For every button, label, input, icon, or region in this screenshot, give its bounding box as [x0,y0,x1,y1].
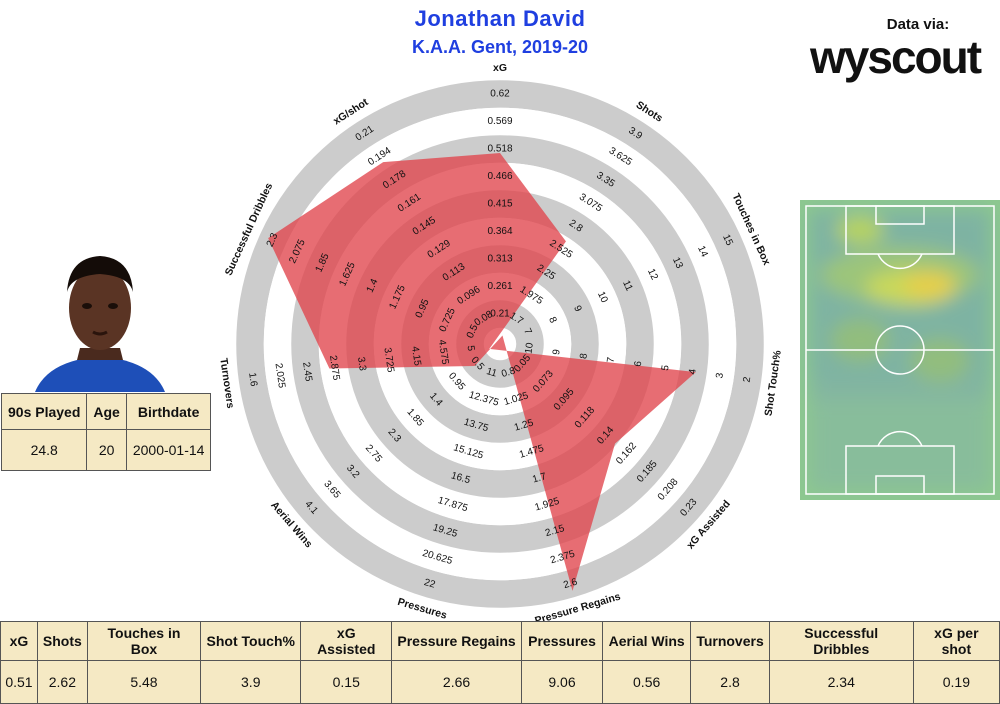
radar-tick-label: 5 [464,345,476,353]
stats-table-header-1: Shots [36,621,88,661]
radar-tick-label: 4.575 [436,339,451,366]
stats-table-cell-6: 9.06 [521,660,603,704]
radar-tick-label: 1.4 [365,277,381,295]
radar-tick-label: 9 [551,348,563,356]
stats-table-header-0: xG [0,621,38,661]
radar-tick-label: 4.15 [409,346,423,367]
radar-tick-label: 1.6 [246,372,259,388]
player-table-cell-1: 20 [86,429,127,471]
radar-tick-label: 15 [720,233,735,248]
radar-tick-label: 0.518 [487,144,512,155]
stats-table-cell-0: 0.51 [0,660,38,704]
radar-tick-label: 0.364 [487,226,512,237]
radar-tick-label: 1.25 [513,417,535,433]
stats-table-header-7: Aerial Wins [601,621,692,661]
radar-tick-label: 0.5 [465,323,481,341]
stats-table-header-8: Turnovers [690,621,770,661]
radar-tick-label: 16.5 [450,470,472,486]
radar-tick-label: 0.466 [487,171,512,182]
radar-tick-label: 9 [571,304,583,314]
radar-tick-label: 10 [595,290,610,305]
radar-tick-label: 3.3 [355,356,368,372]
stats-table-header-9: Successful Dribbles [768,621,914,661]
radar-tick-label: 0.8 [500,365,517,380]
radar-tick-label: 11 [485,366,498,380]
stats-table-cell-4: 0.15 [300,660,393,704]
radar-axis-label: xG [493,62,507,74]
radar-tick-label: 0.313 [487,254,512,265]
radar-tick-label: 2.15 [544,523,566,539]
radar-tick-label: 7 [606,356,618,364]
stats-table-header-6: Pressures [521,621,603,661]
radar-tick-label: 3 [714,372,726,380]
page-title: Jonathan David [414,6,586,31]
radar-tick-label: 8 [546,315,558,325]
radar-tick-label: 4 [687,368,699,376]
data-source-label: Data via: [886,16,950,33]
heatmap-pitch [800,200,1000,500]
radar-tick-label: 0.62 [490,89,510,100]
radar-tick-label: 1.7 [531,471,548,486]
radar-tick-label: 2.3 [265,231,281,249]
stats-table-header-5: Pressure Regains [391,621,523,661]
stats-table-cell-5: 2.66 [391,660,523,704]
radar-tick-label: 2.45 [300,361,314,382]
radar-tick-label: 8 [578,352,590,360]
radar-tick-label: 12 [645,267,660,282]
player-table-cell-0: 24.8 [0,429,88,471]
stats-table: xG Shots Touches in Box Shot Touch% xG Assis… [0,621,1000,704]
radar-tick-label: 14 [695,244,710,259]
player-info-table: 90s Played Age Birthdate 24.8 20 2000-01-14 [0,393,212,471]
stats-table-header-10: xG per shot [912,621,1000,661]
radar-tick-label: 0.569 [487,116,512,127]
wyscout-logo: wyscout [810,31,982,83]
stats-table-cell-7: 0.56 [601,660,692,704]
radar-tick-label: 2.025 [273,362,288,389]
stats-table-header-3: Shot Touch% [200,621,302,661]
radar-tick-label: 0.261 [487,281,512,292]
radar-tick-label: 22 [423,577,437,591]
radar-ring [236,80,764,608]
stats-table-cell-8: 2.8 [690,660,770,704]
radar-tick-label: 2.6 [562,577,579,592]
radar-tick-label: 2 [742,376,754,384]
radar-tick-label: 13 [670,256,685,271]
stats-table-cell-9: 2.34 [768,660,914,704]
radar-ring [263,107,737,581]
stats-table-header-2: Touches in Box [86,621,202,661]
radar-axis-label: Turnovers [217,357,236,409]
stats-table-cell-2: 5.48 [86,660,202,704]
stats-table-cell-10: 0.19 [912,660,1000,704]
stats-table-cell-3: 3.9 [200,660,302,704]
player-table-cell-2: 2000-01-14 [125,429,212,471]
radar-polygon-layer [268,153,696,591]
radar-tick-label: 0.21 [490,309,510,320]
radar-tick-label: 2.875 [327,355,342,382]
radar-ring [291,135,709,553]
radar-tick-label: 10 [523,342,536,355]
radar-tick-label: 11 [620,279,635,293]
radar-polygon [268,153,696,591]
player-table-header-0: 90s Played [0,393,88,430]
player-table-header-1: Age [86,393,127,430]
radar-tick-label: 5 [660,364,672,372]
player-photo [35,256,165,392]
radar-tick-label: 0.415 [487,199,512,210]
page-subtitle: K.A.A. Gent, 2019-20 [411,37,589,57]
radar-tick-label: 7 [521,327,533,337]
stats-table-cell-1: 2.62 [36,660,88,704]
radar-axis-label: Shot Touch% [763,349,784,417]
stats-table-header-4: xG Assisted [300,621,393,661]
radar-tick-label: 6 [633,360,645,368]
radar-tick-label: 3.725 [381,347,396,374]
player-table-header-2: Birthdate [125,393,212,430]
